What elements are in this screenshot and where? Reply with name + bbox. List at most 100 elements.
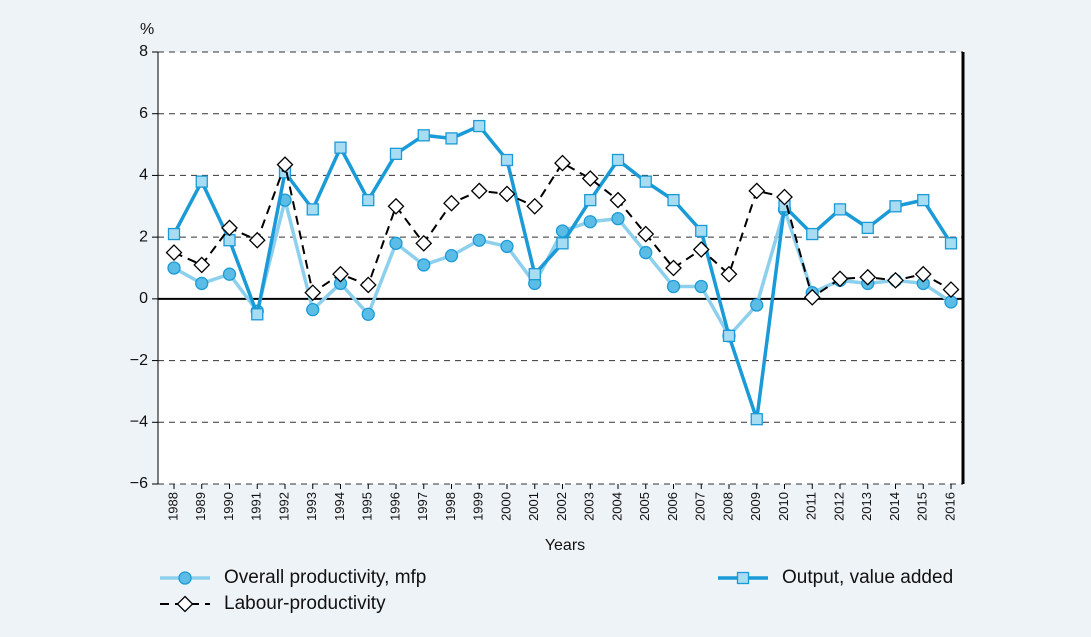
- y-axis-label: %: [140, 21, 154, 38]
- data-point: [361, 307, 375, 321]
- data-point: [859, 268, 877, 286]
- x-tick-label: 2008: [720, 492, 735, 521]
- data-point: [942, 281, 960, 299]
- x-tick-label: 1996: [387, 492, 402, 521]
- data-point: [417, 129, 430, 142]
- data-point: [306, 203, 319, 216]
- data-point: [417, 258, 431, 272]
- data-point: [637, 225, 655, 243]
- data-point: [806, 227, 819, 241]
- legend-label: Labour-productivity: [224, 593, 386, 614]
- x-tick-label: 2012: [831, 492, 846, 521]
- data-point: [167, 261, 181, 275]
- data-point: [889, 200, 902, 213]
- data-point: [692, 241, 710, 258]
- data-point: [498, 185, 516, 203]
- x-tick-label: 2013: [859, 492, 874, 521]
- x-tick-label: 1991: [249, 492, 264, 521]
- data-point: [917, 193, 930, 207]
- x-tick-label: 1999: [471, 492, 486, 521]
- data-point: [473, 119, 486, 133]
- data-point: [584, 193, 597, 207]
- x-tick-label: 1995: [360, 492, 375, 521]
- data-point: [362, 193, 375, 207]
- data-point: [306, 303, 320, 317]
- data-point: [359, 276, 377, 294]
- data-point: [221, 219, 238, 237]
- x-tick-label: 1994: [332, 492, 347, 521]
- data-point: [332, 265, 349, 283]
- data-point: [222, 267, 237, 281]
- data-point: [914, 265, 932, 283]
- x-tick-label: 2001: [526, 492, 541, 521]
- plot-area: [158, 52, 963, 484]
- x-tick-label: 2005: [637, 492, 652, 521]
- legend-label: Output, value added: [782, 567, 953, 588]
- data-point: [611, 153, 625, 167]
- data-point: [472, 233, 486, 247]
- data-point: [387, 197, 405, 215]
- data-point: [722, 329, 736, 343]
- x-tick-label: 2016: [942, 492, 957, 521]
- y-tick-label: 2: [139, 228, 148, 245]
- data-point: [389, 236, 403, 250]
- x-tick-label: 1988: [165, 492, 180, 521]
- data-point: [750, 413, 763, 426]
- x-tick-label: 2014: [887, 492, 902, 521]
- x-axis-label: Years: [545, 537, 585, 554]
- data-point: [193, 256, 211, 274]
- series-line: [173, 161, 952, 299]
- x-tick-label: 2003: [582, 492, 597, 521]
- data-point: [389, 147, 403, 160]
- data-point: [223, 234, 236, 247]
- data-point: [165, 244, 183, 261]
- data-point: [750, 298, 764, 312]
- y-tick-label: 8: [139, 43, 148, 60]
- x-tick-label: 2004: [609, 492, 624, 521]
- data-point: [304, 284, 322, 302]
- data-point: [251, 308, 264, 321]
- data-point: [776, 188, 793, 206]
- legend-marker: [176, 595, 194, 613]
- x-tick-label: 1998: [443, 492, 458, 521]
- x-tick-label: 2006: [665, 492, 680, 521]
- data-point: [444, 249, 459, 263]
- data-point: [195, 276, 209, 291]
- y-tick-label: −6: [130, 475, 148, 492]
- data-point: [415, 234, 433, 252]
- data-point: [639, 245, 653, 260]
- data-point: [445, 132, 458, 145]
- data-point: [748, 182, 766, 200]
- data-point: [443, 194, 460, 212]
- x-tick-label: 2007: [693, 492, 708, 521]
- data-point: [276, 156, 294, 174]
- data-point: [167, 227, 181, 241]
- x-tick-label: 2011: [804, 492, 819, 520]
- y-tick-label: 4: [139, 167, 148, 184]
- data-point: [556, 237, 569, 250]
- data-point: [694, 279, 708, 294]
- x-tick-label: 2010: [776, 492, 791, 521]
- data-point: [500, 153, 514, 167]
- x-tick-label: 1990: [221, 492, 236, 521]
- data-point: [831, 270, 849, 288]
- data-point: [611, 211, 625, 226]
- data-point: [665, 259, 682, 277]
- data-point: [334, 141, 347, 154]
- data-point: [861, 221, 874, 235]
- x-tick-label: 1997: [415, 492, 430, 521]
- legend-label: Overall productivity, mfp: [224, 567, 426, 588]
- data-point: [887, 271, 904, 289]
- data-point: [720, 265, 738, 283]
- x-tick-label: 1993: [304, 492, 319, 521]
- y-tick-label: 6: [139, 105, 148, 122]
- x-tick-label: 2015: [915, 492, 930, 521]
- x-tick-label: 2000: [498, 492, 513, 521]
- data-point: [554, 154, 571, 172]
- y-tick-label: −4: [130, 414, 148, 431]
- legend-marker: [178, 571, 192, 585]
- data-point: [248, 231, 266, 249]
- data-point: [695, 224, 708, 238]
- x-tick-label: 1989: [193, 492, 208, 521]
